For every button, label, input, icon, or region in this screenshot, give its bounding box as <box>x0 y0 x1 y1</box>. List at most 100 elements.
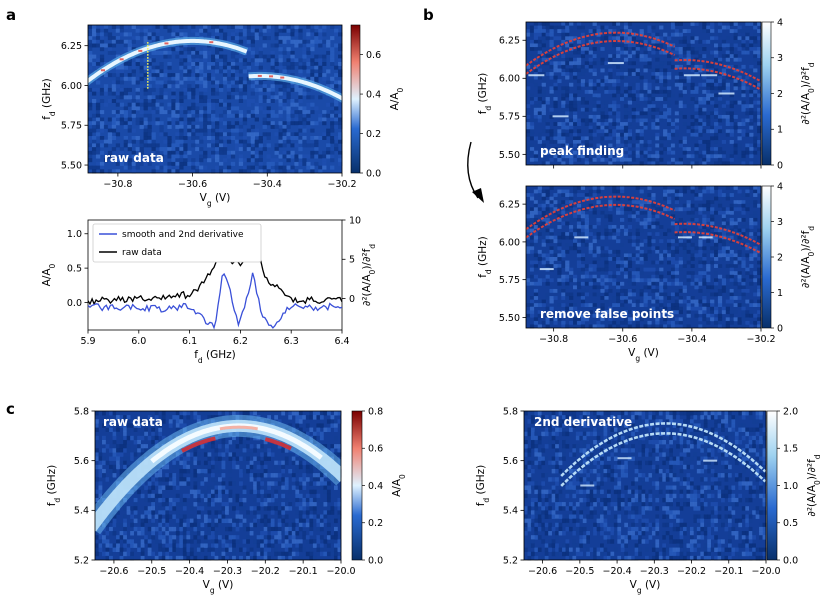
chart-c-left-xtick-label: −20.2 <box>251 566 280 577</box>
chart-a-top-colorbar <box>351 25 360 173</box>
chart-b-top-cb-tick-label: 1 <box>777 125 783 136</box>
chart-a-top-peak-dot <box>258 75 262 77</box>
chart-c-left-xtick-label: −20.6 <box>99 566 128 577</box>
chart-a-top-peak-dot <box>101 69 105 71</box>
panel-label-c: c <box>6 400 15 418</box>
chart-c-right-heatmap <box>524 411 766 560</box>
chart-c-left-xtick-label: −20.3 <box>213 566 242 577</box>
chart-b-top-annotation: peak finding <box>540 144 624 158</box>
chart-a-top-cb-tick-label: 0.6 <box>366 50 381 61</box>
chart-a-top-xtick-label: −30.2 <box>327 179 356 190</box>
chart-c-right-colorbar <box>767 411 777 560</box>
chart-b-top-cb-tick-label: 2 <box>777 89 783 100</box>
chart-a-top-peak-dot <box>138 50 142 52</box>
chart-a-bottom-ytick-label: 0.5 <box>67 264 82 275</box>
chart-b-bottom-cb-tick-label: 4 <box>777 181 783 192</box>
chart-a-top-peak-dot <box>164 42 168 44</box>
chart-b-top-cb-tick-label: 4 <box>777 17 783 28</box>
chart-a-top-peak-dot <box>120 58 124 60</box>
chart-b-bottom-ylabel: fd (GHz) <box>477 236 493 278</box>
chart-c-right-xtick-label: −20.2 <box>677 566 706 577</box>
chart-a-top-annotation: raw data <box>104 151 164 165</box>
chart-c-left-ytick-label: 5.2 <box>74 555 89 566</box>
chart-a-bottom-ylabel: A/A0 <box>41 263 57 286</box>
chart-a-bottom-series-smooth <box>88 273 342 328</box>
chart-c-right-cb-tick-label: 2.0 <box>783 406 798 417</box>
chart-a-top-ytick-label: 5.75 <box>61 121 82 132</box>
chart-a-bottom-xtick-label: 5.9 <box>80 336 95 347</box>
chart-a-top-ylabel: fd (GHz) <box>41 78 57 120</box>
chart-a-top-cb-label: A/A0 <box>389 87 405 110</box>
chart-c-left-cb-tick-label: 0.0 <box>368 555 383 566</box>
chart-a-bottom-ytick-label: 0.0 <box>67 298 82 309</box>
chart-c-right-ylabel: fd (GHz) <box>475 465 491 507</box>
chart-b-top-ytick-label: 6.00 <box>499 74 520 85</box>
chart-a-bottom-xtick-label: 6.0 <box>131 336 146 347</box>
chart-c-left-cb-tick-label: 0.2 <box>368 518 383 529</box>
chart-a-bottom-legend-raw: raw data <box>122 248 162 258</box>
curved-arrow-icon <box>468 142 478 198</box>
chart-b-top-cb-tick-label: 0 <box>777 160 783 171</box>
chart-b-top-cb-tick-label: 3 <box>777 53 783 64</box>
chart-c-left-ytick-label: 5.4 <box>74 506 89 517</box>
chart-c-right-cb-tick-label: 0.0 <box>783 555 798 566</box>
chart-c-left-xtick-label: −20.5 <box>137 566 166 577</box>
chart-a-top-xlabel: Vg (V) <box>200 192 231 208</box>
chart-a-top-ytick-label: 6.00 <box>61 81 82 92</box>
chart-b-bottom-ytick-label: 5.75 <box>499 275 520 286</box>
chart-c-left-cb-tick-label: 0.8 <box>368 406 383 417</box>
chart-b-bottom-xtick-label: −30.4 <box>677 334 706 345</box>
chart-b-bottom-cb-tick-label: 1 <box>777 288 783 299</box>
chart-a-top-xtick-label: −30.6 <box>178 179 207 190</box>
chart-c-right-xtick-label: −20.4 <box>603 566 632 577</box>
chart-b-top-ytick-label: 6.25 <box>499 36 520 47</box>
chart-b-bottom-xtick-label: −30.2 <box>746 334 775 345</box>
chart-a-bottom-ytick-right-label: 10 <box>349 215 361 226</box>
chart-c-left-annotation: raw data <box>103 415 163 429</box>
chart-c-left-xtick-label: −20.1 <box>289 566 318 577</box>
chart-b-bottom-xtick-label: −30.6 <box>608 334 637 345</box>
chart-a-bottom-xlabel: fd (GHz) <box>194 349 236 365</box>
chart-c-right-cb-tick-label: 0.5 <box>783 518 798 529</box>
chart-b-bottom-colorbar <box>762 186 771 328</box>
chart-a-bottom-xtick-label: 6.4 <box>334 336 349 347</box>
chart-c-left-xtick-label: −20.4 <box>175 566 204 577</box>
chart-a-top-cb-tick-label: 0.0 <box>366 168 381 179</box>
chart-c-right-xtick-label: −20.6 <box>528 566 557 577</box>
chart-c-right-ytick-label: 5.4 <box>503 506 518 517</box>
chart-a-top-xtick-label: −30.8 <box>103 179 132 190</box>
chart-a-top-peak-dot <box>280 77 284 79</box>
chart-c-right-cb-tick-label: 1.0 <box>783 481 798 492</box>
chart-a-top-peak-dot <box>269 75 273 77</box>
chart-a-bottom-ytick-right-label: 0 <box>349 294 355 305</box>
chart-a-bottom-ytick-right-label: 5 <box>349 255 355 266</box>
chart-c-right-xtick-label: −20.0 <box>751 566 780 577</box>
chart-b-bottom-cb-label: ∂²(A/A0)/∂²fd <box>800 226 816 288</box>
chart-b-bottom-xtick-label: −30.8 <box>539 334 568 345</box>
chart-b-top-ytick-label: 5.50 <box>499 150 520 161</box>
chart-b-bottom-ytick-label: 6.25 <box>499 200 520 211</box>
chart-c-left-cb-label: A/A0 <box>391 474 407 497</box>
chart-b-bottom-annotation: remove false points <box>540 307 674 321</box>
chart-c-right-xtick-label: −20.3 <box>640 566 669 577</box>
chart-a-bottom-xtick-label: 6.1 <box>182 336 197 347</box>
chart-b-bottom-cb-tick-label: 2 <box>777 252 783 263</box>
chart-c-left-colorbar <box>352 411 362 560</box>
chart-c-right-cb-label: ∂²(A/A0)/∂²fd <box>806 454 822 516</box>
chart-c-left-cb-tick-label: 0.4 <box>368 481 383 492</box>
chart-c-left-xlabel: Vg (V) <box>203 579 234 595</box>
chart-c-right-cb-tick-label: 1.5 <box>783 444 798 455</box>
chart-c-left-cb-tick-label: 0.6 <box>368 444 383 455</box>
chart-b-top-colorbar <box>762 22 771 165</box>
chart-c-right-xlabel: Vg (V) <box>630 579 661 595</box>
chart-c-right-xtick-label: −20.5 <box>565 566 594 577</box>
chart-a-top-ytick-label: 5.50 <box>61 160 82 171</box>
chart-c-right-ytick-label: 5.2 <box>503 555 518 566</box>
panel-label-a: a <box>6 6 16 24</box>
chart-b-bottom-ytick-label: 5.50 <box>499 313 520 324</box>
chart-c-left-xtick-label: −20.0 <box>326 566 355 577</box>
chart-b-top-cb-label: ∂²(A/A0)/∂²fd <box>800 62 816 124</box>
chart-b-bottom-cb-tick-label: 3 <box>777 217 783 228</box>
